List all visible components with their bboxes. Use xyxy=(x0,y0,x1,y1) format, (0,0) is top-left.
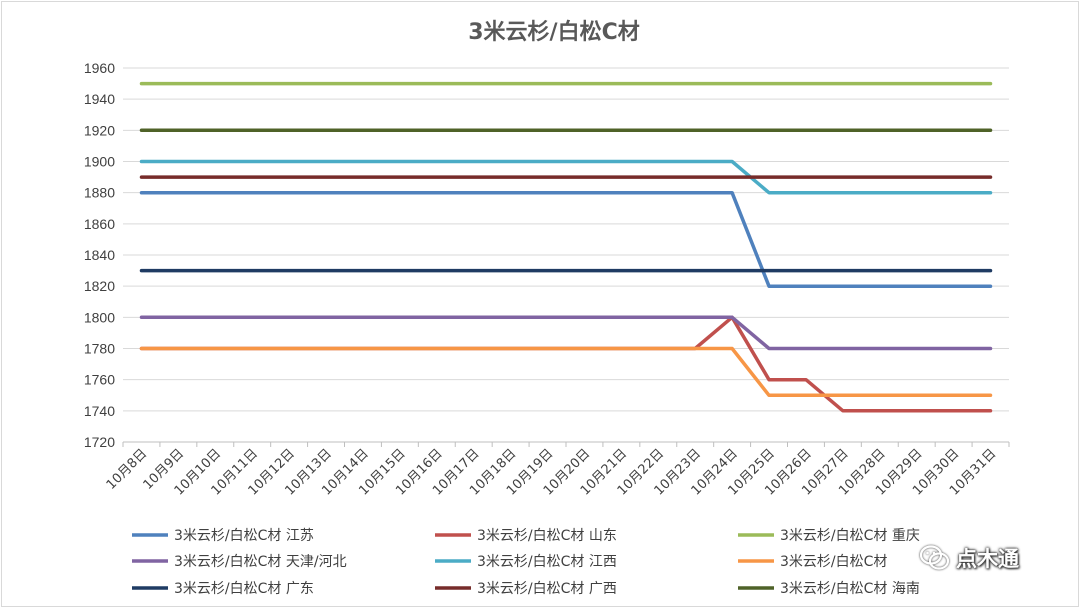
y-tick-label: 1900 xyxy=(84,154,115,170)
legend-label: 3米云杉/白松C材 天津/河北 xyxy=(174,554,347,570)
y-axis: 1720 1740 1760 1780 1800 1820 1840 1860 1880 1900… xyxy=(84,60,115,450)
legend-label: 3米云杉/白松C材 广西 xyxy=(477,581,617,597)
y-tick-label: 1780 xyxy=(84,341,115,357)
y-tick-label: 1720 xyxy=(84,434,115,450)
legend: 3米云杉/白松C材 江苏 3米云杉/白松C材 山东 3米云杉/白松C材 重庆 3米云杉… xyxy=(132,528,920,597)
legend-label: 3米云杉/白松C材 重庆 xyxy=(780,528,920,544)
series-line-5 xyxy=(139,346,993,398)
x-axis: 10月8日10月9日10月10日10月11日10月12日10月13日10月14日… xyxy=(104,442,1010,499)
y-tick-label: 1800 xyxy=(84,309,115,325)
y-tick-label: 1760 xyxy=(84,372,115,388)
y-tick-label: 1860 xyxy=(84,216,115,232)
y-tick-label: 1940 xyxy=(84,91,115,107)
series xyxy=(139,81,993,413)
watermark: 点木通 xyxy=(920,543,1019,573)
y-tick-label: 1960 xyxy=(84,60,115,76)
y-tick-label: 1880 xyxy=(84,185,115,201)
legend-label: 3米云杉/白松C材 江西 xyxy=(477,554,617,570)
legend-label: 3米云杉/白松C材 山东 xyxy=(477,528,617,544)
y-tick-label: 1740 xyxy=(84,403,115,419)
series-line-3 xyxy=(139,315,993,351)
chart-title: 3米云杉/白松C材 xyxy=(468,19,640,45)
y-tick-label: 1820 xyxy=(84,278,115,294)
watermark-text: 点木通 xyxy=(956,547,1019,571)
grid xyxy=(123,67,1009,443)
y-tick-label: 1920 xyxy=(84,122,115,138)
legend-label: 3米云杉/白松C材 广东 xyxy=(174,581,314,597)
legend-label: 3米云杉/白松C材 海南 xyxy=(780,581,920,597)
y-tick-label: 1840 xyxy=(84,247,115,263)
legend-label: 3米云杉/白松C材 江苏 xyxy=(174,528,314,544)
series-line-0 xyxy=(139,190,993,288)
series-line-4 xyxy=(139,159,993,195)
legend-label: 3米云杉/白松C材 xyxy=(780,554,887,570)
wechat-icon xyxy=(920,545,950,570)
